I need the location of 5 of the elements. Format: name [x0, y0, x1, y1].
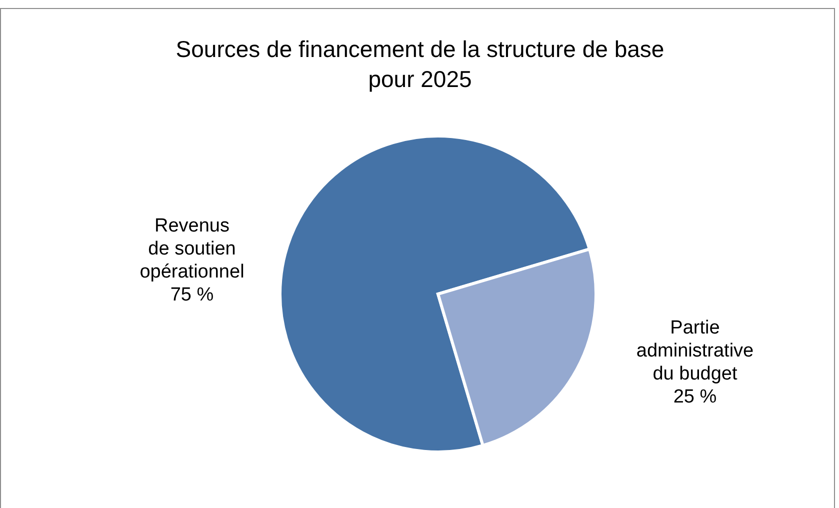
- data-label: 25 %: [673, 386, 717, 407]
- chart-title: Sources de financement de la structure de base pour 2025: [174, 35, 666, 94]
- slice-label: Partie administrative du budget: [636, 316, 754, 384]
- data-label: 75 %: [170, 284, 214, 306]
- slice-label: Revenus de soutien opérationnel: [140, 215, 244, 282]
